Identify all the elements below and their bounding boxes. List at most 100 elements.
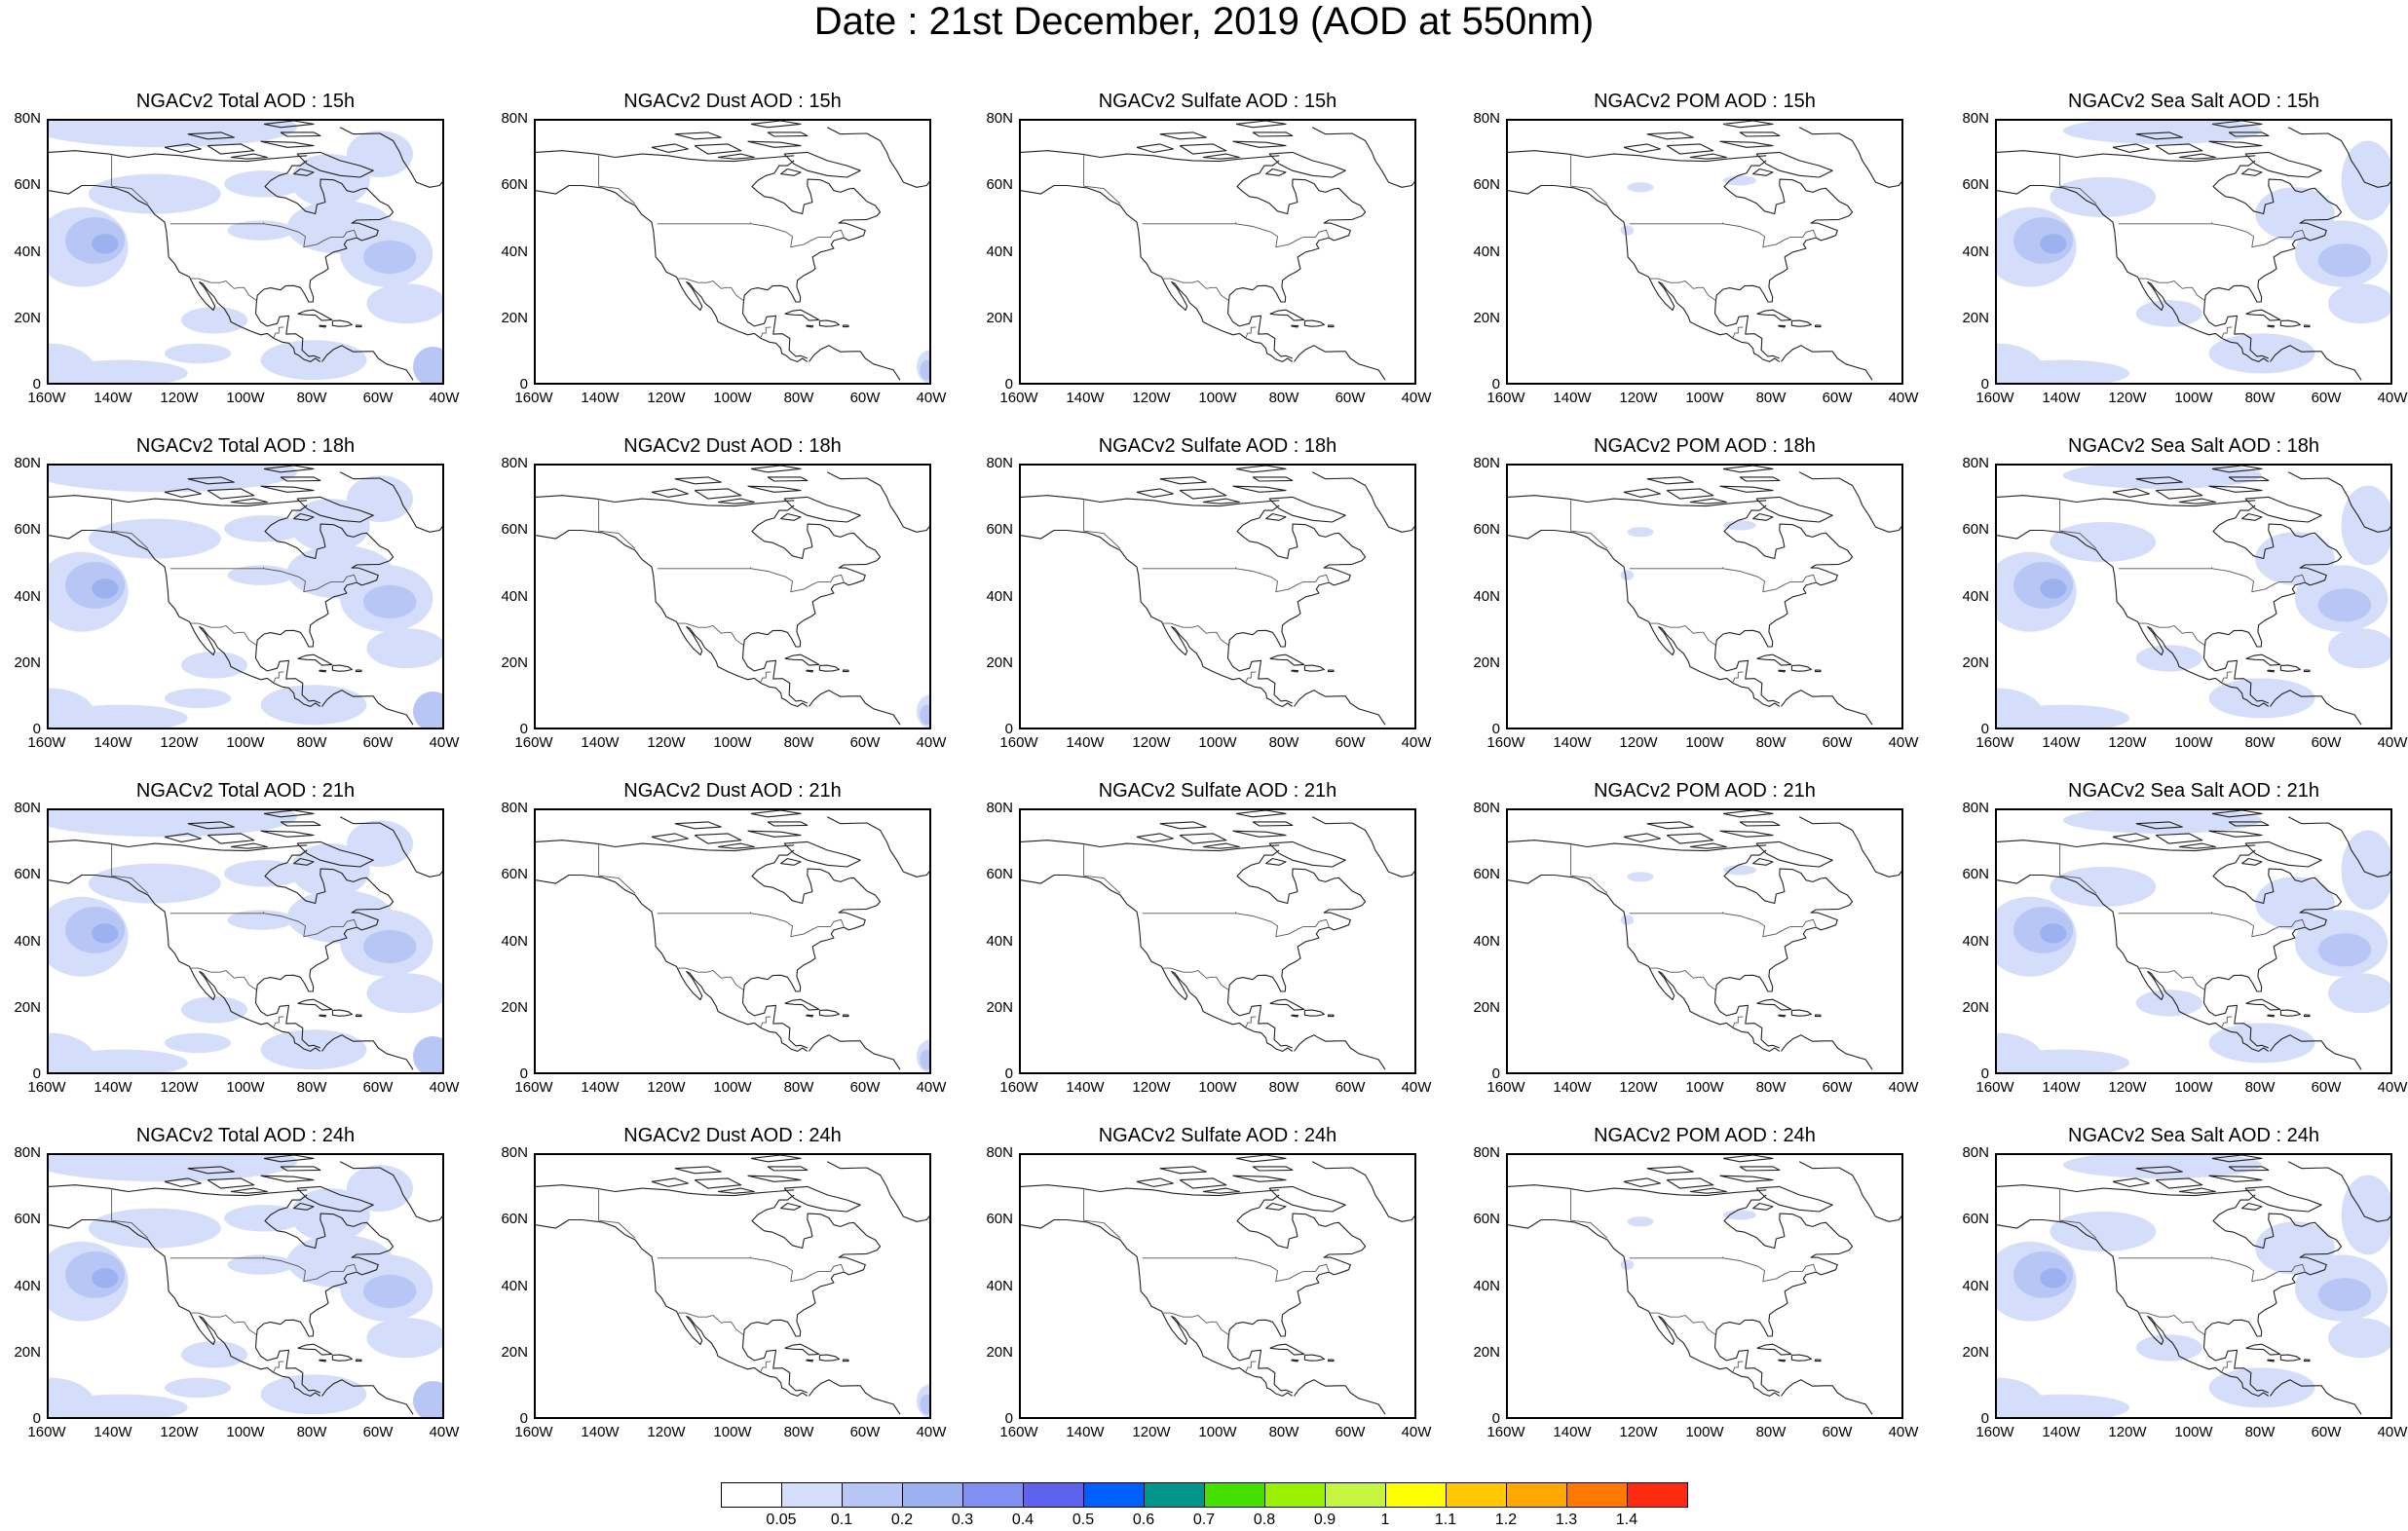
lon-tick-label: 80W [1268, 734, 1299, 751]
lat-tick-label: 60N [1473, 176, 1500, 194]
lon-tick-label: 100W [713, 734, 752, 751]
panel-title: NGACv2 Sea Salt AOD : 18h [2068, 435, 2319, 457]
lon-tick-label: 40W [1401, 390, 1432, 406]
colorbar-swatch [1264, 1482, 1326, 1508]
lon-tick-label: 120W [1132, 1424, 1171, 1440]
colorbar-label: 0.3 [951, 1512, 974, 1528]
lon-tick-label: 40W [429, 1424, 460, 1440]
figure-title: Date : 21st December, 2019 (AOD at 550nm… [813, 0, 1595, 43]
map-total-21h [47, 808, 444, 1074]
map-svg [1021, 810, 1414, 1070]
lon-tick-label: 100W [1198, 390, 1237, 406]
lon-tick-label: 100W [713, 390, 752, 406]
lat-tick-label: 80N [1473, 1144, 1500, 1161]
colorbar-swatch [1023, 1482, 1084, 1508]
lat-tick-label: 40N [986, 587, 1013, 605]
lat-tick-label: 80N [1962, 800, 1989, 816]
lon-tick-label: 140W [581, 734, 620, 751]
map-dust-18h [534, 464, 931, 729]
aod-shading [1997, 1155, 2390, 1417]
lon-tick-label: 80W [2244, 390, 2276, 406]
map-sulfate-24h [1019, 1153, 1416, 1419]
lat-tick-label: 0 [1004, 721, 1013, 737]
lon-tick-label: 120W [647, 734, 686, 751]
aod-shading [49, 810, 442, 1072]
lon-tick-label: 160W [1486, 1424, 1525, 1440]
lat-tick-label: 0 [1980, 1065, 1989, 1082]
lon-tick-label: 60W [2311, 734, 2342, 751]
aod-shading [1620, 865, 1756, 925]
map-svg [1508, 466, 1901, 726]
lat-tick-label: 40N [1473, 243, 1500, 260]
colorbar-label: 0.1 [830, 1512, 853, 1528]
lat-tick-label: 80N [501, 455, 528, 471]
lon-tick-label: 40W [2377, 1079, 2408, 1096]
country-borders [111, 1189, 357, 1373]
lat-tick-label: 60N [1962, 866, 1989, 883]
lat-tick-label: 80N [986, 1144, 1013, 1161]
lat-tick-label: 0 [519, 1410, 528, 1427]
lat-tick-label: 60N [501, 176, 528, 194]
coastlines [1021, 466, 1414, 726]
aod-shading [1620, 1210, 1756, 1270]
country-borders [1083, 155, 1330, 339]
lat-tick-label: 20N [986, 309, 1013, 326]
map-svg [49, 121, 442, 383]
lon-tick-label: 100W [713, 1424, 752, 1440]
lat-tick-label: 80N [14, 110, 41, 127]
lat-tick-label: 60N [14, 1211, 41, 1228]
lon-tick-label: 80W [1755, 1424, 1787, 1440]
lat-tick-label: 20N [986, 653, 1013, 671]
lat-tick-label: 20N [1962, 653, 1989, 671]
coastlines [1997, 466, 2390, 726]
lat-tick-label: 40N [501, 1277, 528, 1294]
lon-tick-label: 80W [2244, 1079, 2276, 1096]
map-pom-21h [1506, 808, 1903, 1074]
lon-tick-label: 160W [1975, 1079, 2014, 1096]
panel-title: NGACv2 Total AOD : 24h [135, 1125, 356, 1146]
lon-tick-label: 140W [1066, 390, 1105, 406]
colorbar-label: 0.05 [766, 1512, 797, 1528]
colorbar-label: 0.6 [1132, 1512, 1155, 1528]
map-sulfate-21h [1019, 808, 1416, 1074]
lon-tick-label: 120W [2108, 734, 2147, 751]
colorbar-swatch [781, 1482, 843, 1508]
panel-title: NGACv2 Total AOD : 18h [135, 435, 356, 457]
country-borders [2059, 155, 2306, 339]
lon-tick-label: 100W [2174, 1079, 2213, 1096]
aod-shading [917, 1384, 929, 1417]
lat-tick-label: 60N [14, 521, 41, 539]
country-borders [2059, 844, 2306, 1028]
lon-tick-label: 100W [1198, 1424, 1237, 1440]
country-borders [111, 155, 357, 339]
lon-tick-label: 60W [849, 734, 881, 751]
lat-tick-label: 40N [986, 1277, 1013, 1294]
lat-tick-label: 60N [1962, 1211, 1989, 1228]
lon-tick-label: 60W [849, 1424, 881, 1440]
lon-tick-label: 160W [1975, 1424, 2014, 1440]
colorbar-label: 1.3 [1555, 1512, 1578, 1528]
lon-tick-label: 120W [160, 1079, 199, 1096]
map-seasalt-21h [1995, 808, 2392, 1074]
colorbar-swatch [1325, 1482, 1386, 1508]
lat-tick-label: 60N [501, 866, 528, 883]
lon-tick-label: 160W [1975, 734, 2014, 751]
lon-tick-label: 140W [1066, 1424, 1105, 1440]
coastlines [1021, 121, 1414, 381]
lon-tick-label: 120W [1132, 1079, 1171, 1096]
lon-tick-label: 140W [1553, 1424, 1592, 1440]
lon-tick-label: 140W [2042, 734, 2081, 751]
lat-tick-label: 80N [1473, 455, 1500, 471]
map-dust-15h [534, 119, 931, 385]
panel-title: NGACv2 Dust AOD : 15h [623, 91, 842, 112]
coastlines [1021, 1155, 1414, 1415]
panel-title: NGACv2 Sulfate AOD : 15h [1098, 91, 1337, 112]
lat-tick-label: 20N [501, 653, 528, 671]
lon-tick-label: 140W [94, 1079, 132, 1096]
lat-tick-label: 0 [32, 1065, 41, 1082]
lat-tick-label: 60N [501, 521, 528, 539]
lat-tick-label: 0 [519, 721, 528, 737]
coastlines [49, 810, 442, 1070]
lat-tick-label: 80N [501, 800, 528, 816]
colorbar-swatch [1385, 1482, 1447, 1508]
